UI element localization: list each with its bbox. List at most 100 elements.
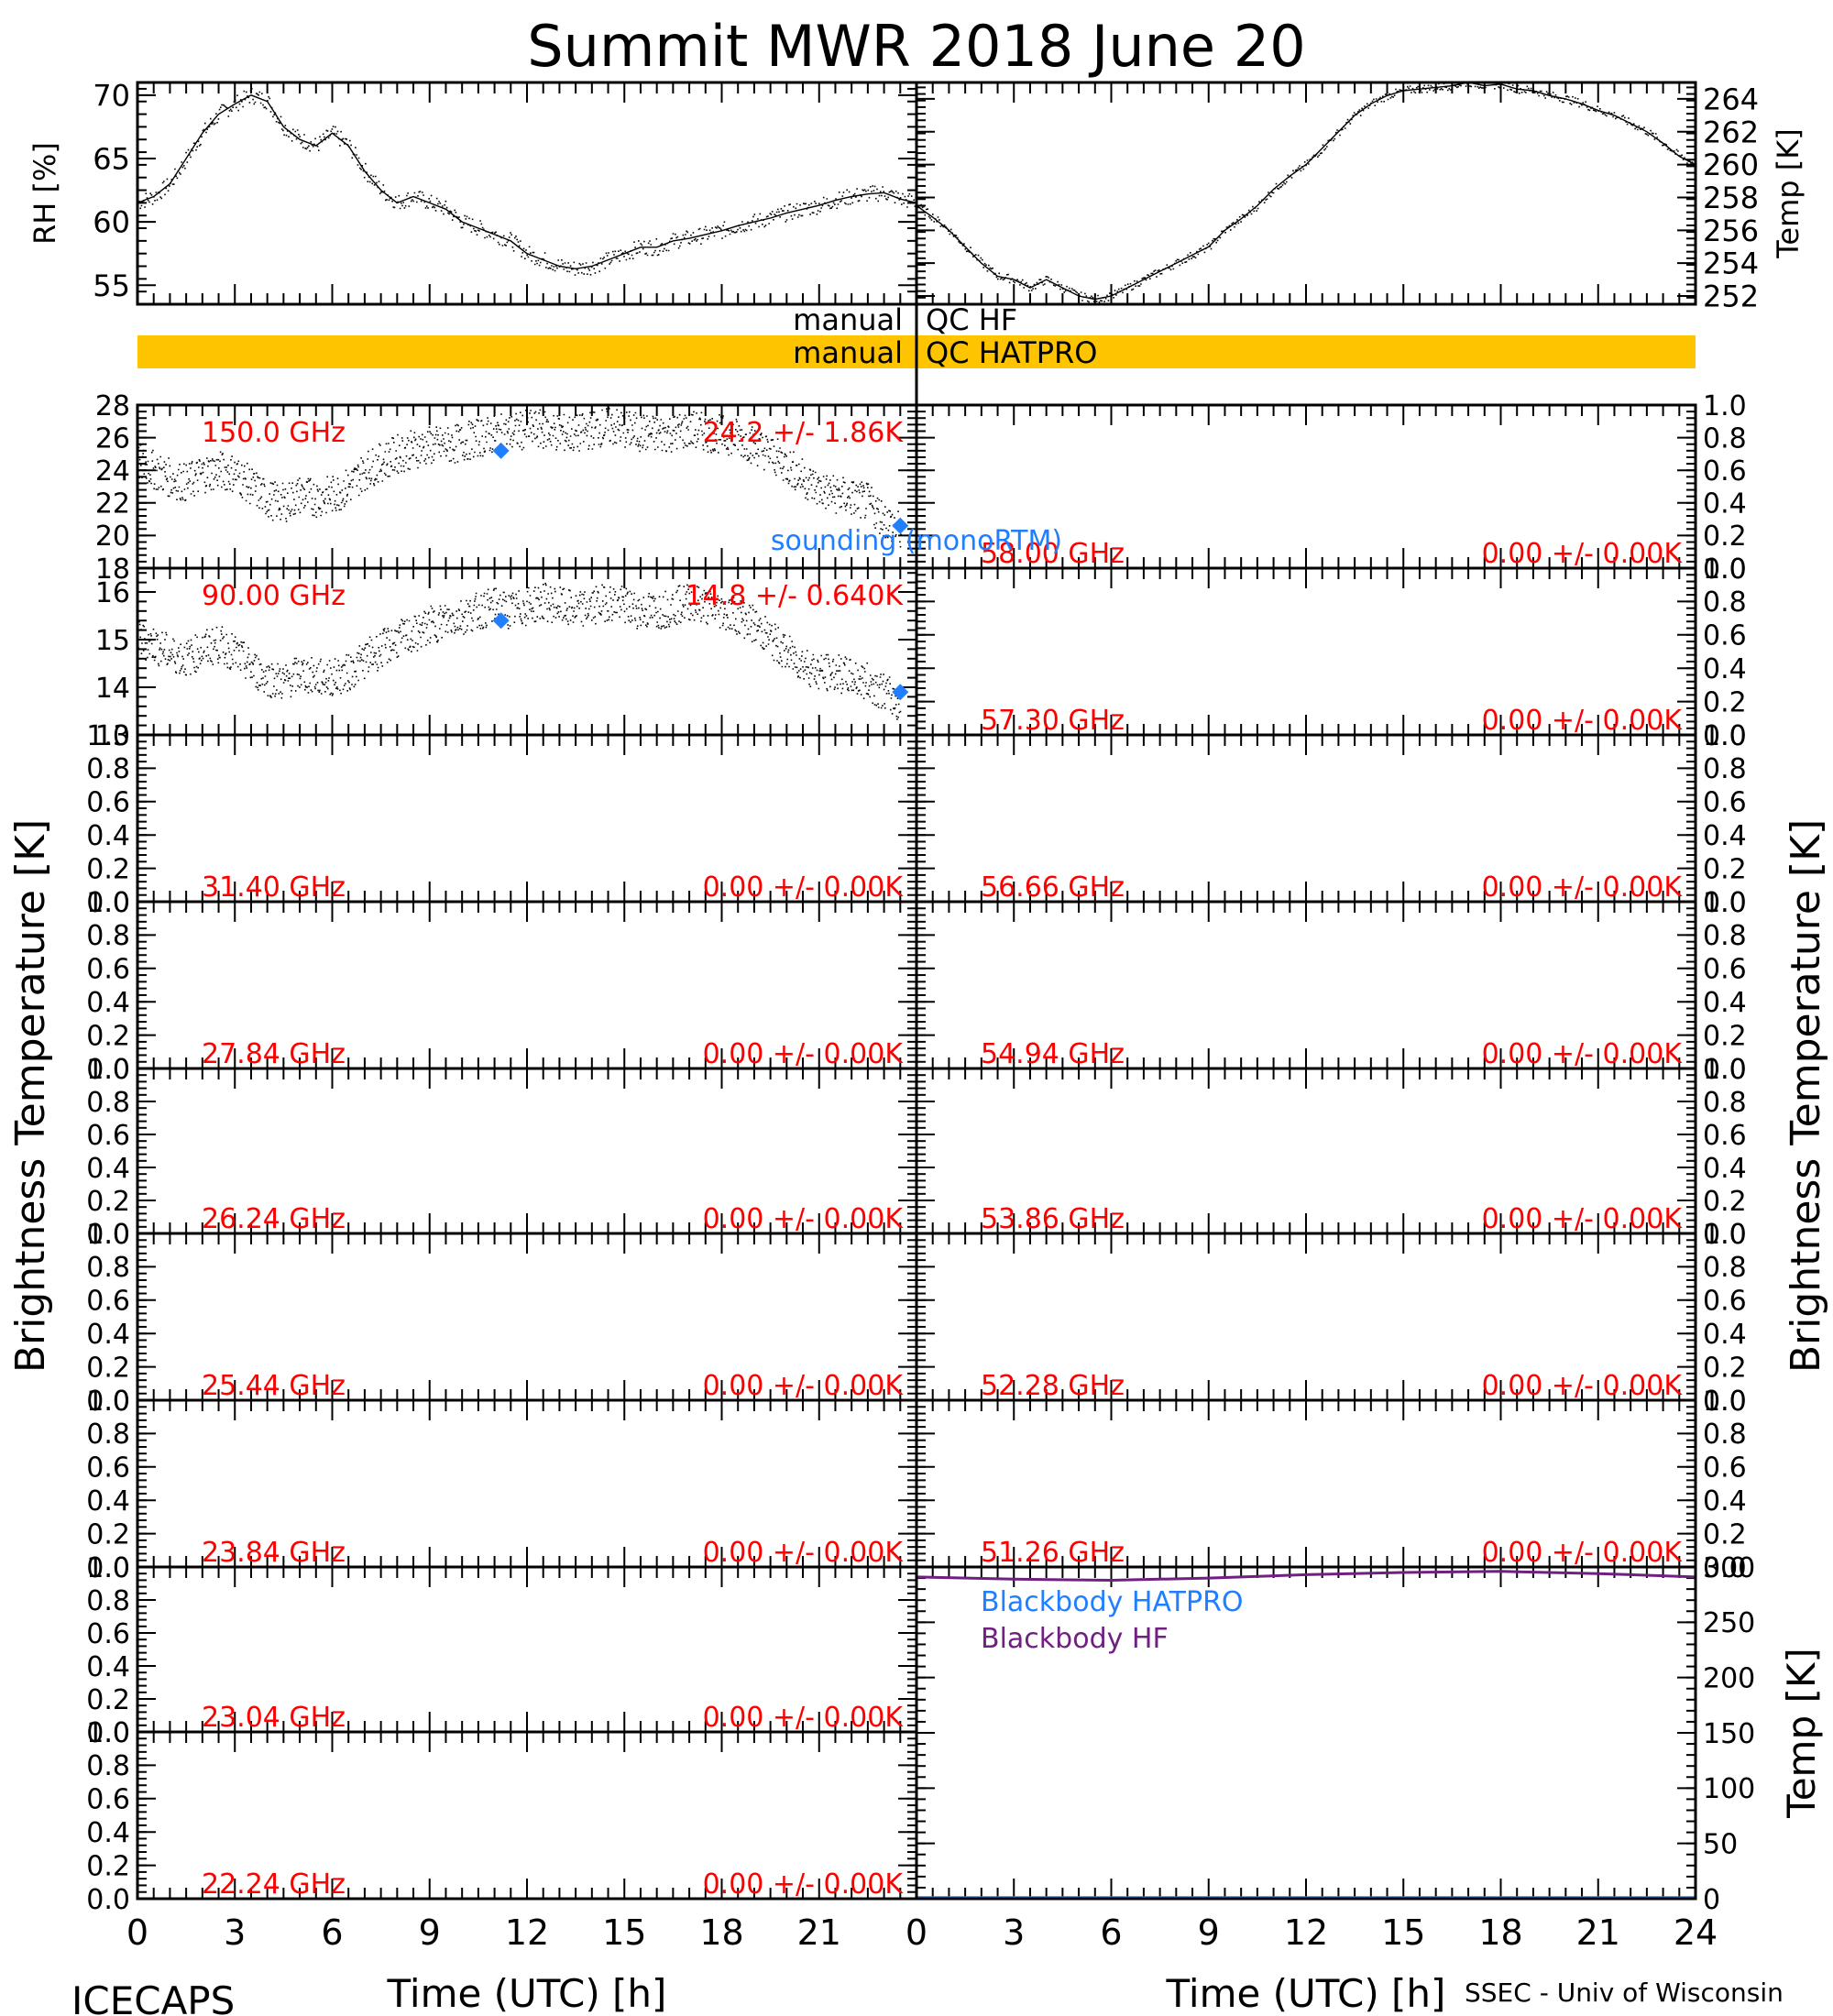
y-tick-label: 0.2 — [86, 1684, 130, 1716]
blackbody-line-1 — [916, 1570, 1696, 1583]
y-tick-label: 0.2 — [1703, 686, 1747, 718]
y-tick-label: 1.0 — [86, 1054, 130, 1086]
y-tick-label: 1.0 — [1703, 1219, 1747, 1251]
y-tick-label: 0.4 — [1703, 653, 1747, 685]
temp-axis-label: Temp [K] — [1771, 128, 1806, 258]
y-tick-label: 0.8 — [86, 753, 130, 785]
rh-scatter — [137, 87, 918, 276]
y-tick-label: 0.6 — [1703, 1120, 1747, 1152]
blackbody-legend-0: Blackbody HATPRO — [981, 1586, 1244, 1618]
y-tick-label: 0.2 — [86, 853, 130, 885]
stat-label: 0.00 +/- 0.00K — [703, 1702, 905, 1734]
temp-line — [916, 82, 1696, 301]
y-tick-label: 0.2 — [86, 1186, 130, 1218]
y-tick-label: 0.0 — [1703, 1552, 1747, 1584]
freq-label: 150.0 GHz — [202, 417, 346, 449]
freq-label: 90.00 GHz — [202, 580, 346, 612]
qc-hatpro-label-right: QC HATPRO — [926, 335, 1097, 370]
y-tick-label: 0.0 — [86, 1219, 130, 1251]
y-tick-label: 264 — [1703, 82, 1759, 116]
y-tick-label: 0.0 — [1703, 1054, 1747, 1086]
y-tick-label: 18 — [95, 553, 130, 586]
rh-panel-frame — [136, 81, 918, 306]
tb-axis-label-left: Brightness Temperature [K] — [7, 819, 54, 1373]
x-tick-label: 12 — [505, 1912, 549, 1953]
y-tick-label: 0.6 — [86, 1120, 130, 1152]
freq-label: 58.00 GHz — [981, 538, 1125, 570]
y-tick-label: 60 — [93, 205, 130, 240]
y-tick-label: 0.6 — [86, 954, 130, 986]
tb-scatter — [137, 407, 902, 548]
x-tick-label: 18 — [699, 1912, 743, 1953]
y-tick-label: 0.4 — [86, 987, 130, 1019]
rh-line — [137, 94, 917, 270]
x-axis-label-right: Time (UTC) [h] — [1166, 1971, 1446, 2016]
x-tick-label: 0 — [126, 1912, 148, 1953]
freq-label: 22.24 GHz — [202, 1868, 346, 1901]
sounding-marker — [892, 684, 909, 701]
stat-label: 0.00 +/- 0.00K — [703, 1537, 905, 1569]
y-tick-label: 0.8 — [86, 1750, 130, 1782]
y-tick-label: 15 — [95, 625, 130, 657]
y-tick-label: 0.2 — [1703, 1352, 1747, 1384]
freq-label: 25.44 GHz — [202, 1370, 346, 1402]
y-tick-label: 0.8 — [1703, 920, 1747, 952]
y-tick-label: 1.0 — [86, 1219, 130, 1251]
y-tick-label: 0.8 — [1703, 422, 1747, 455]
sounding-marker — [492, 612, 510, 630]
x-tick-label: 3 — [224, 1912, 246, 1953]
x-tick-label: 18 — [1478, 1912, 1522, 1953]
temp-panel-frame — [915, 81, 1697, 306]
y-tick-label: 16 — [95, 577, 130, 609]
y-tick-label: 262 — [1703, 115, 1759, 149]
y-tick-label: 0.2 — [86, 1850, 130, 1882]
y-tick-label: 0.8 — [86, 1585, 130, 1617]
sounding-marker — [492, 442, 510, 459]
y-tick-label: 24 — [95, 455, 130, 488]
x-tick-label: 21 — [797, 1912, 841, 1953]
y-tick-label: 0.0 — [1703, 553, 1747, 586]
y-tick-label: 0.2 — [1703, 853, 1747, 885]
x-tick-label: 9 — [419, 1912, 441, 1953]
freq-label: 51.26 GHz — [981, 1537, 1125, 1569]
tb-row-7: 0.00.20.40.60.81.0 — [86, 1552, 917, 1749]
qc-hf-label-right: QC HF — [926, 302, 1017, 337]
y-tick-label: 0.4 — [1703, 488, 1747, 520]
freq-label: 27.84 GHz — [202, 1038, 346, 1070]
y-tick-label: 0.8 — [86, 1087, 130, 1119]
y-tick-label: 0.8 — [1703, 1087, 1747, 1119]
y-tick-label: 0.0 — [1703, 887, 1747, 919]
y-tick-label: 13 — [95, 720, 130, 752]
y-tick-label: 0.4 — [86, 820, 130, 852]
y-tick-label: 0.8 — [86, 920, 130, 952]
stat-label: 0.00 +/- 0.00K — [703, 1203, 905, 1235]
y-tick-label: 0.2 — [1703, 1020, 1747, 1052]
y-tick-label: 0.8 — [1703, 1252, 1747, 1284]
y-tick-label: 0.2 — [1703, 1518, 1747, 1550]
y-tick-label: 0.4 — [86, 1153, 130, 1185]
sounding-marker — [892, 517, 909, 534]
y-tick-label: 1.0 — [1703, 887, 1747, 919]
y-tick-label: 26 — [95, 422, 130, 455]
x-tick-label: 0 — [906, 1912, 927, 1953]
y-tick-label: 1.0 — [1703, 720, 1747, 752]
y-tick-label: 0.0 — [1703, 1219, 1747, 1251]
y-tick-label: 1.0 — [1703, 1386, 1747, 1418]
y-tick-label: 0.4 — [1703, 987, 1747, 1019]
freq-label: 54.94 GHz — [981, 1038, 1125, 1070]
y-tick-label: 0.6 — [1703, 1286, 1747, 1318]
x-tick-label: 15 — [1381, 1912, 1425, 1953]
y-tick-label: 254 — [1703, 247, 1759, 281]
y-tick-label: 0.6 — [86, 787, 130, 819]
tb-row-4: 0.00.20.40.60.81.00.00.20.40.60.81.0 — [86, 1054, 1746, 1251]
freq-label: 56.66 GHz — [981, 871, 1125, 904]
x-tick-label: 9 — [1198, 1912, 1220, 1953]
y-tick-label: 0.0 — [86, 1054, 130, 1086]
y-tick-label: 0 — [1703, 1884, 1720, 1916]
y-tick-label: 0.6 — [86, 1286, 130, 1318]
stat-label: 0.00 +/- 0.00K — [1482, 1203, 1684, 1235]
